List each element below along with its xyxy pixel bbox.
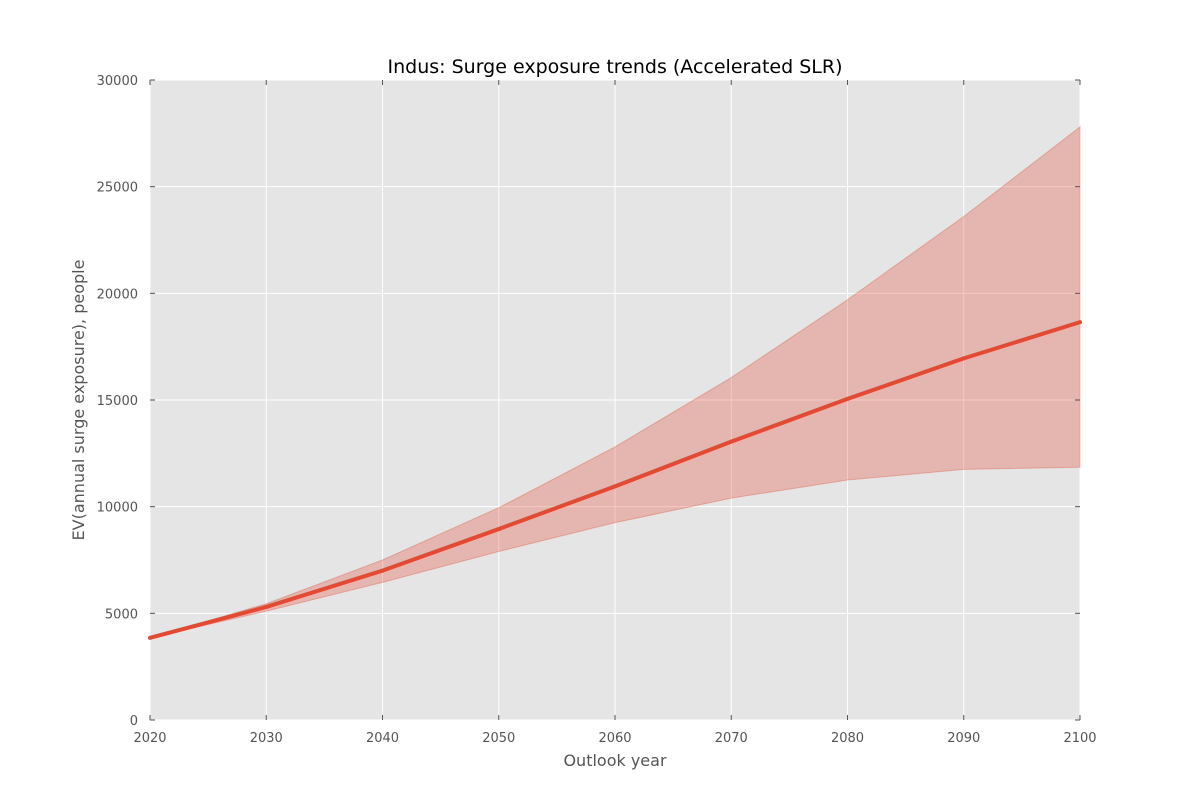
x-axis-label: Outlook year: [563, 751, 667, 770]
x-tick-label: 2050: [482, 731, 515, 746]
x-tick-label: 2070: [715, 731, 748, 746]
chart-title: Indus: Surge exposure trends (Accelerate…: [388, 56, 843, 78]
data-point: [496, 527, 501, 532]
y-axis-label: EV(annual surge exposure), people: [69, 260, 88, 541]
y-tick-labels: 0 5000 10000 15000 20000 25000 30000: [97, 74, 138, 729]
data-point: [961, 356, 966, 361]
x-tick-label: 2040: [366, 731, 399, 746]
y-tick-label: 0: [130, 714, 138, 729]
x-tick-label: 2100: [1063, 731, 1096, 746]
data-point: [845, 396, 850, 401]
y-tick-label: 25000: [97, 181, 138, 196]
data-point: [380, 568, 385, 573]
y-tick-label: 20000: [97, 287, 138, 302]
x-tick-label: 2030: [250, 731, 283, 746]
y-tick-label: 5000: [105, 607, 138, 622]
y-tick-label: 30000: [97, 74, 138, 89]
axis-ticks: [149, 79, 1081, 721]
data-point: [729, 439, 734, 444]
x-tick-label: 2090: [947, 731, 980, 746]
x-tick-label: 2060: [598, 731, 631, 746]
data-point: [264, 604, 269, 609]
x-tick-labels: 2020 2030 2040 2050 2060 2070 2080 2090 2100: [133, 731, 1096, 746]
y-tick-label: 15000: [97, 394, 138, 409]
x-tick-label: 2020: [133, 731, 166, 746]
data-point: [613, 484, 617, 489]
data-points: [148, 320, 1082, 640]
data-point: [1078, 320, 1082, 325]
data-point: [148, 635, 152, 640]
x-tick-label: 2080: [831, 731, 864, 746]
y-tick-label: 10000: [97, 501, 138, 516]
